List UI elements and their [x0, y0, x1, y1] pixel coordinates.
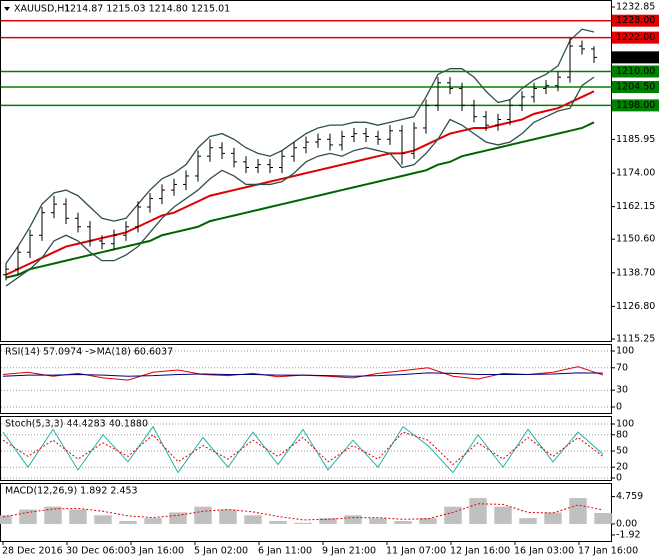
ohlc-text: 1214.87 1215.03 1214.80 1215.01 — [64, 4, 230, 15]
y-tick-label: 70 — [616, 362, 628, 373]
y-tick-label: 1162.15 — [616, 201, 655, 212]
histogram-bar — [44, 506, 62, 524]
rsi-pane — [0, 344, 612, 414]
level-label: 1204.50 — [616, 82, 655, 93]
macd-title: MACD(12,26,9) 1.892 2.453 — [5, 486, 138, 497]
histogram-bar — [469, 498, 487, 524]
y-tick-label: 20 — [616, 462, 628, 473]
x-tick-label: 16 Jan 03:00 — [514, 546, 574, 557]
y-tick-label: 1126.80 — [616, 301, 655, 312]
y-tick-label: 80 — [616, 429, 628, 440]
histogram-bar — [294, 522, 312, 524]
histogram-bar — [19, 509, 37, 524]
x-tick-label: 5 Jan 02:00 — [194, 546, 248, 557]
macd-pane — [0, 483, 612, 542]
histogram-bar — [494, 506, 512, 524]
level-tag — [612, 31, 659, 44]
indicator-line — [2, 372, 604, 377]
histogram-bar — [194, 506, 212, 524]
x-tick-label: 11 Jan 07:00 — [386, 546, 446, 557]
histogram-bar — [0, 515, 12, 524]
histogram-bar — [319, 518, 337, 524]
y-tick-label: -1.92 — [616, 529, 641, 540]
level-tag — [612, 65, 659, 78]
histogram-bar — [544, 512, 562, 524]
indicator-line — [5, 76, 595, 287]
y-tick-label: 1232.85 — [616, 2, 655, 13]
indicator-line — [2, 425, 604, 474]
level-tag — [612, 99, 659, 112]
menu-arrow[interactable] — [4, 7, 10, 11]
y-tick-label: 1185.95 — [616, 134, 655, 145]
y-tick-label: 1138.70 — [616, 267, 655, 278]
level-tag — [612, 81, 659, 94]
histogram-bar — [244, 515, 262, 524]
histogram-bar — [269, 521, 287, 524]
x-tick-label: 9 Jan 21:00 — [322, 546, 376, 557]
signal-line — [2, 503, 604, 521]
x-tick-label: 3 Jan 16:00 — [130, 546, 184, 557]
histogram-bar — [94, 515, 112, 524]
level-tag — [612, 14, 659, 27]
level-label: 1228.00 — [616, 15, 655, 26]
y-tick-label: 0.00 — [616, 518, 637, 529]
histogram-bar — [119, 521, 137, 524]
histogram-bar — [169, 512, 187, 524]
y-tick-label: 1115.25 — [616, 334, 655, 345]
level-label: 1198.00 — [616, 100, 655, 111]
y-tick-label: 4.759 — [616, 491, 643, 502]
x-tick-label: 12 Jan 16:00 — [450, 546, 510, 557]
level-label: 1222.00 — [616, 32, 655, 43]
histogram-bar — [69, 509, 87, 524]
rsi-title: RSI(14) 57.0974 ->MA(18) 60.6037 — [5, 347, 173, 358]
indicator-line — [2, 431, 604, 466]
histogram-bar — [519, 518, 537, 524]
x-tick-label: 28 Dec 2016 — [2, 546, 63, 557]
last-price-label: 1215.01 — [616, 52, 655, 63]
main-pane — [0, 0, 612, 342]
histogram-bar — [569, 498, 587, 524]
y-tick-label: 0 — [616, 402, 622, 413]
x-tick-label: 6 Jan 11:00 — [258, 546, 312, 557]
indicator-line — [5, 121, 595, 279]
histogram-bar — [594, 513, 612, 524]
symbol-title: XAUUSD,H1 — [14, 4, 70, 15]
y-tick-label: 0 — [616, 473, 622, 484]
x-tick-label: 30 Dec 06:00 — [66, 546, 130, 557]
histogram-bar — [394, 521, 412, 524]
histogram-bar — [144, 518, 162, 524]
stoch-pane — [0, 416, 612, 481]
y-tick-label: 50 — [616, 446, 628, 457]
x-tick-label: 17 Jan 16:00 — [578, 546, 638, 557]
histogram-bar — [344, 515, 362, 524]
last-price-tag — [612, 51, 659, 64]
level-label: 1210.00 — [616, 66, 655, 77]
indicator-line — [5, 28, 595, 264]
histogram-bar — [444, 506, 462, 524]
y-tick-label: 100 — [616, 419, 634, 430]
y-tick-label: 100 — [616, 346, 634, 357]
histogram-bar — [419, 518, 437, 524]
histogram-bar — [369, 518, 387, 524]
y-tick-label: 30 — [616, 385, 628, 396]
histogram-bar — [219, 509, 237, 524]
y-tick-label: 1150.60 — [616, 234, 655, 245]
y-tick-label: 1174.00 — [616, 168, 655, 179]
